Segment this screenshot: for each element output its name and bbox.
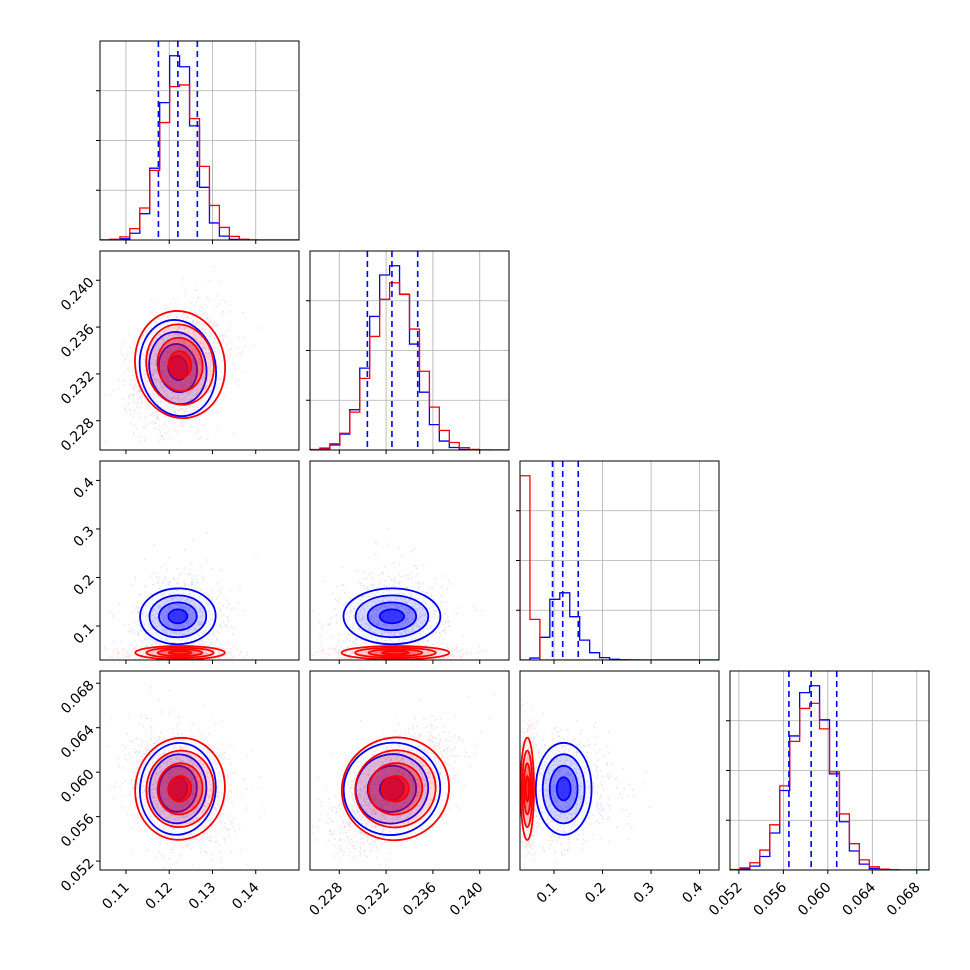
x-tick-label: 0.12 xyxy=(143,880,176,913)
panel-p2-p2 xyxy=(306,250,510,454)
contour-1-3 xyxy=(381,650,410,656)
y-tick-label: 0.052 xyxy=(58,855,98,895)
y-tick-label: 0.1 xyxy=(71,620,98,647)
x-tick-label: 0.068 xyxy=(884,880,924,920)
histogram-0 xyxy=(520,592,719,660)
y-tick-label: 0.2 xyxy=(71,572,98,599)
x-tick-label: 0.228 xyxy=(306,880,346,920)
contour-0-3 xyxy=(167,608,189,625)
samples-0 xyxy=(109,532,257,652)
contour-1-3 xyxy=(381,775,410,803)
axes-frame xyxy=(99,460,300,661)
x-tick-label: 0.052 xyxy=(706,880,746,920)
contour-1-3 xyxy=(167,350,193,379)
histogram-1 xyxy=(520,475,719,660)
axes-frame xyxy=(309,670,510,871)
contour-1-3 xyxy=(167,650,193,656)
contour-1-0 xyxy=(134,736,226,841)
panel-p3-p1: 0.1 0.2 0.3 0.4 xyxy=(71,460,300,664)
panel-p4-p2: 0.228 0.232 0.236 0.240 xyxy=(306,670,510,920)
x-tick-label: 0.2 xyxy=(582,880,609,907)
contour-1-0 xyxy=(134,645,226,660)
contour-0-3 xyxy=(555,776,572,802)
x-tick-label: 0.056 xyxy=(751,879,791,919)
histogram-0 xyxy=(730,685,929,870)
panel-p1-p1 xyxy=(96,40,300,244)
samples-1 xyxy=(100,279,263,450)
axes-frame xyxy=(309,460,510,661)
contour-0-0 xyxy=(342,741,442,836)
contour-1-3 xyxy=(524,775,530,803)
x-tick-label: 0.11 xyxy=(99,880,132,913)
contour-1-3 xyxy=(167,775,193,803)
y-tick-label: 0.4 xyxy=(71,475,98,502)
contour-1-0 xyxy=(340,645,451,660)
corner-panels: 0.2280.2320.2360.2400.10.20.30.40.0520.0… xyxy=(58,40,930,920)
y-tick-label: 0.240 xyxy=(58,275,98,315)
axes-frame xyxy=(309,250,510,451)
contour-0-0 xyxy=(139,587,217,646)
x-tick-label: 0.4 xyxy=(679,879,706,906)
y-tick-label: 0.060 xyxy=(58,767,98,807)
panel-p4-p4: 0.052 0.056 0.060 0.064 0.068 xyxy=(706,670,930,920)
panel-p3-p3 xyxy=(516,460,720,664)
axes-frame xyxy=(99,250,300,451)
contour-1-0 xyxy=(340,736,450,842)
y-tick-label: 0.064 xyxy=(58,722,98,762)
y-tick-label: 0.068 xyxy=(58,678,98,718)
axes-frame xyxy=(729,670,930,871)
panel-p2-p1: 0.228 0.232 0.236 0.240 xyxy=(58,250,300,455)
axes-frame xyxy=(519,670,720,871)
samples-0 xyxy=(528,712,651,870)
axes-frame xyxy=(99,670,300,871)
y-tick-label: 0.232 xyxy=(58,368,98,408)
contour-0-0 xyxy=(139,742,217,836)
contour-0-3 xyxy=(378,608,405,625)
x-tick-label: 0.3 xyxy=(631,880,658,907)
x-tick-label: 0.060 xyxy=(795,880,835,920)
histogram-1 xyxy=(730,702,929,870)
x-tick-label: 0.14 xyxy=(229,879,262,912)
axes-frame xyxy=(519,460,720,661)
y-tick-label: 0.236 xyxy=(58,321,98,361)
x-tick-label: 0.236 xyxy=(400,879,440,919)
contour-0-0 xyxy=(138,319,217,418)
y-tick-label: 0.056 xyxy=(58,811,98,851)
x-tick-label: 0.240 xyxy=(447,880,487,920)
grid xyxy=(520,461,719,660)
histogram-1 xyxy=(100,84,299,240)
histogram-0 xyxy=(310,265,509,450)
contour-0-0 xyxy=(342,587,442,646)
axes-frame xyxy=(99,40,300,241)
panel-p3-p2 xyxy=(309,460,510,664)
contour-1-0 xyxy=(520,736,535,841)
histogram-1 xyxy=(310,282,509,450)
x-tick-label: 0.13 xyxy=(186,880,219,913)
y-tick-label: 0.228 xyxy=(58,415,98,455)
contour-1-0 xyxy=(134,310,227,420)
grid xyxy=(310,251,509,450)
x-tick-label: 0.232 xyxy=(353,880,393,920)
y-tick-label: 0.3 xyxy=(71,523,98,550)
panel-p4-p3: 0.1 0.2 0.3 0.4 xyxy=(519,670,720,907)
x-tick-label: 0.064 xyxy=(839,879,879,919)
x-tick-label: 0.1 xyxy=(534,880,561,907)
contour-0-0 xyxy=(534,741,593,836)
